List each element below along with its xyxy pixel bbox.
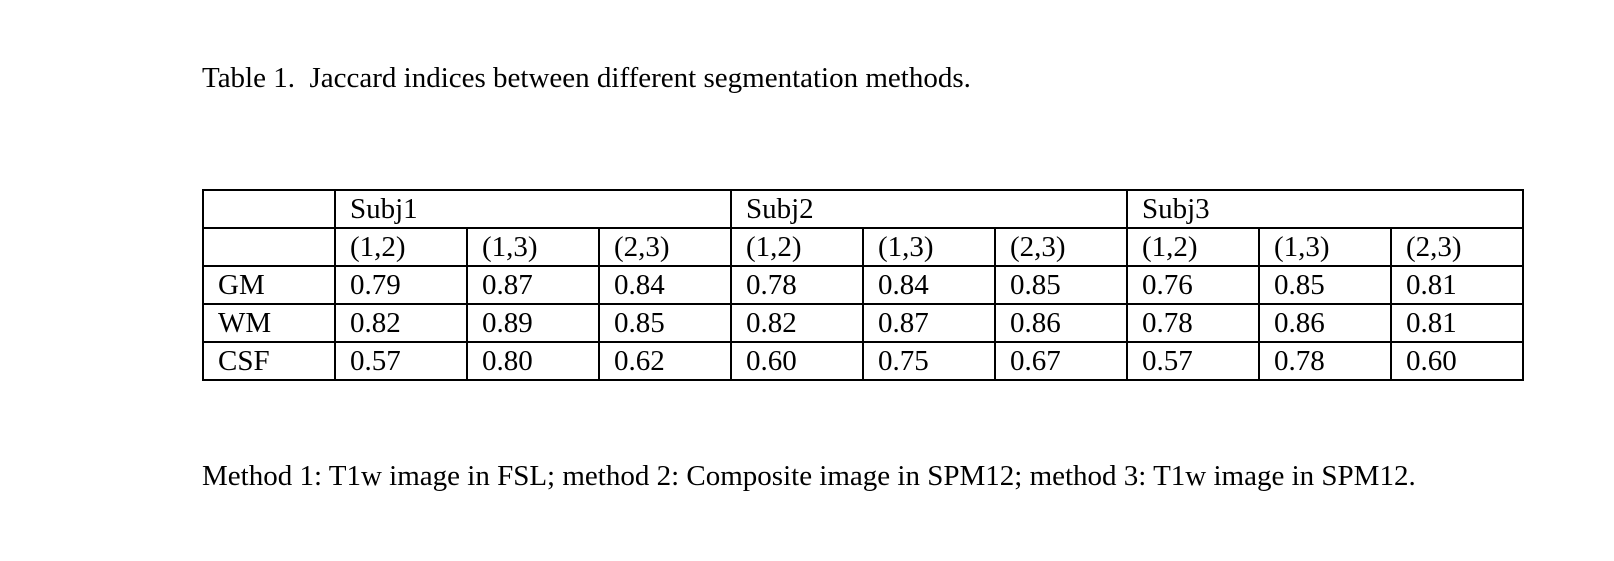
group-header: Subj1 <box>334 189 732 229</box>
value-cell: 0.85 <box>598 303 732 343</box>
value-cell: 0.86 <box>994 303 1128 343</box>
row-label: GM <box>202 265 336 305</box>
value-cell: 0.67 <box>994 341 1128 381</box>
table-caption: Table 1. Jaccard indices between differe… <box>202 62 971 94</box>
value-cell: 0.84 <box>862 265 996 305</box>
value-cell: 0.80 <box>466 341 600 381</box>
group-header: Subj3 <box>1126 189 1524 229</box>
table-row: Subj1 Subj2 Subj3 <box>202 189 1524 229</box>
value-cell: 0.86 <box>1258 303 1392 343</box>
value-cell: 0.78 <box>1258 341 1392 381</box>
value-cell: 0.76 <box>1126 265 1260 305</box>
pair-header: (2,3) <box>994 227 1128 267</box>
empty-cell <box>202 189 336 229</box>
footnote: Method 1: T1w image in FSL; method 2: Co… <box>202 460 1416 492</box>
value-cell: 0.85 <box>994 265 1128 305</box>
value-cell: 0.84 <box>598 265 732 305</box>
pair-header: (1,2) <box>334 227 468 267</box>
value-cell: 0.57 <box>334 341 468 381</box>
value-cell: 0.75 <box>862 341 996 381</box>
pair-header: (1,3) <box>1258 227 1392 267</box>
row-label: WM <box>202 303 336 343</box>
data-table: Subj1 Subj2 Subj3 (1,2) (1,3) (2,3) (1,2) (1,3)… <box>202 189 1524 381</box>
value-cell: 0.81 <box>1390 265 1524 305</box>
group-header: Subj2 <box>730 189 1128 229</box>
table-row: CSF 0.57 0.80 0.62 0.60 0.75 0.67 0.57 0.78 0.60 <box>202 341 1524 381</box>
value-cell: 0.85 <box>1258 265 1392 305</box>
table-row: (1,2) (1,3) (2,3) (1,2) (1,3) (2,3) (1,2) (1,3)… <box>202 227 1524 267</box>
value-cell: 0.60 <box>730 341 864 381</box>
value-cell: 0.78 <box>730 265 864 305</box>
value-cell: 0.82 <box>730 303 864 343</box>
empty-cell <box>202 227 336 267</box>
value-cell: 0.78 <box>1126 303 1260 343</box>
value-cell: 0.87 <box>862 303 996 343</box>
table-row: GM 0.79 0.87 0.84 0.78 0.84 0.85 0.76 0.85 0.81 <box>202 265 1524 305</box>
value-cell: 0.82 <box>334 303 468 343</box>
value-cell: 0.89 <box>466 303 600 343</box>
pair-header: (1,2) <box>1126 227 1260 267</box>
pair-header: (1,2) <box>730 227 864 267</box>
pair-header: (1,3) <box>862 227 996 267</box>
table-row: WM 0.82 0.89 0.85 0.82 0.87 0.86 0.78 0.86 0.81 <box>202 303 1524 343</box>
row-label: CSF <box>202 341 336 381</box>
value-cell: 0.79 <box>334 265 468 305</box>
value-cell: 0.62 <box>598 341 732 381</box>
value-cell: 0.60 <box>1390 341 1524 381</box>
pair-header: (2,3) <box>1390 227 1524 267</box>
value-cell: 0.87 <box>466 265 600 305</box>
value-cell: 0.57 <box>1126 341 1260 381</box>
pair-header: (2,3) <box>598 227 732 267</box>
value-cell: 0.81 <box>1390 303 1524 343</box>
pair-header: (1,3) <box>466 227 600 267</box>
